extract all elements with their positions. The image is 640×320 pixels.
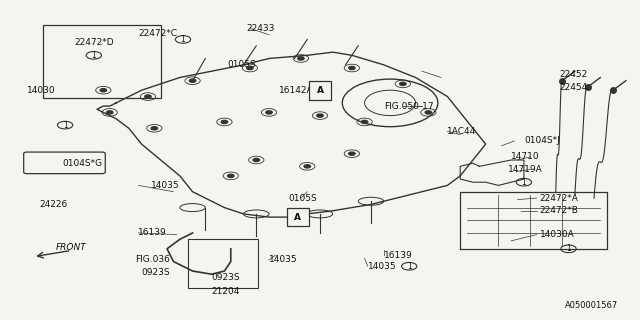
Text: 1: 1 [63,121,67,130]
Circle shape [246,67,253,69]
Text: 16139: 16139 [384,251,412,260]
Circle shape [317,114,323,117]
Text: FIG.036: FIG.036 [135,255,170,264]
Circle shape [221,120,228,124]
Circle shape [145,95,151,98]
Text: FIG.050-17: FIG.050-17 [384,101,433,111]
Text: 22454: 22454 [559,83,588,92]
Circle shape [349,152,355,155]
Bar [188,239,258,288]
Circle shape [100,89,106,92]
Text: 1: 1 [407,262,412,271]
FancyBboxPatch shape [287,208,308,227]
Text: 1: 1 [566,244,571,253]
Circle shape [189,79,196,82]
Circle shape [349,67,355,69]
Text: 14710: 14710 [511,152,540,161]
Circle shape [106,111,113,114]
Circle shape [362,120,368,124]
Text: 1: 1 [180,35,186,44]
Text: 22472*D: 22472*D [75,38,115,47]
Circle shape [425,111,431,114]
Text: 14035: 14035 [368,262,396,271]
Text: 0923S: 0923S [212,273,240,282]
Text: 0105S: 0105S [228,60,257,69]
Text: 16142A: 16142A [278,86,313,95]
Circle shape [399,82,406,85]
Text: 22472*A: 22472*A [540,194,579,203]
Text: 21204: 21204 [212,287,240,296]
FancyBboxPatch shape [309,81,331,100]
Text: 24226: 24226 [40,200,68,209]
Text: 0105S: 0105S [288,194,317,203]
Text: 14035: 14035 [269,255,298,264]
Bar [43,25,161,98]
Text: 22472*C: 22472*C [138,28,177,38]
Text: FRONT: FRONT [56,243,86,252]
Circle shape [304,165,310,168]
Text: 0104S*J: 0104S*J [524,136,559,146]
Text: 22452: 22452 [559,70,588,79]
Circle shape [266,111,272,114]
Text: 16139: 16139 [138,228,167,237]
Text: A050001567: A050001567 [565,301,619,310]
Text: 14030A: 14030A [540,230,575,239]
Text: A: A [317,86,323,95]
Text: 22433: 22433 [246,24,275,33]
Text: 14030: 14030 [27,86,56,95]
Circle shape [151,127,157,130]
Text: 0923S: 0923S [141,268,170,277]
Text: 1AC44: 1AC44 [447,127,477,136]
Text: 0104S*G: 0104S*G [62,159,102,168]
Text: 14035: 14035 [151,181,180,190]
Circle shape [253,158,259,162]
Circle shape [298,57,304,60]
Text: 1: 1 [92,51,96,60]
Text: 22472*B: 22472*B [540,206,579,215]
Circle shape [228,174,234,178]
Text: 14719A: 14719A [508,165,543,174]
Text: A: A [294,212,301,222]
Text: 1: 1 [522,178,526,187]
